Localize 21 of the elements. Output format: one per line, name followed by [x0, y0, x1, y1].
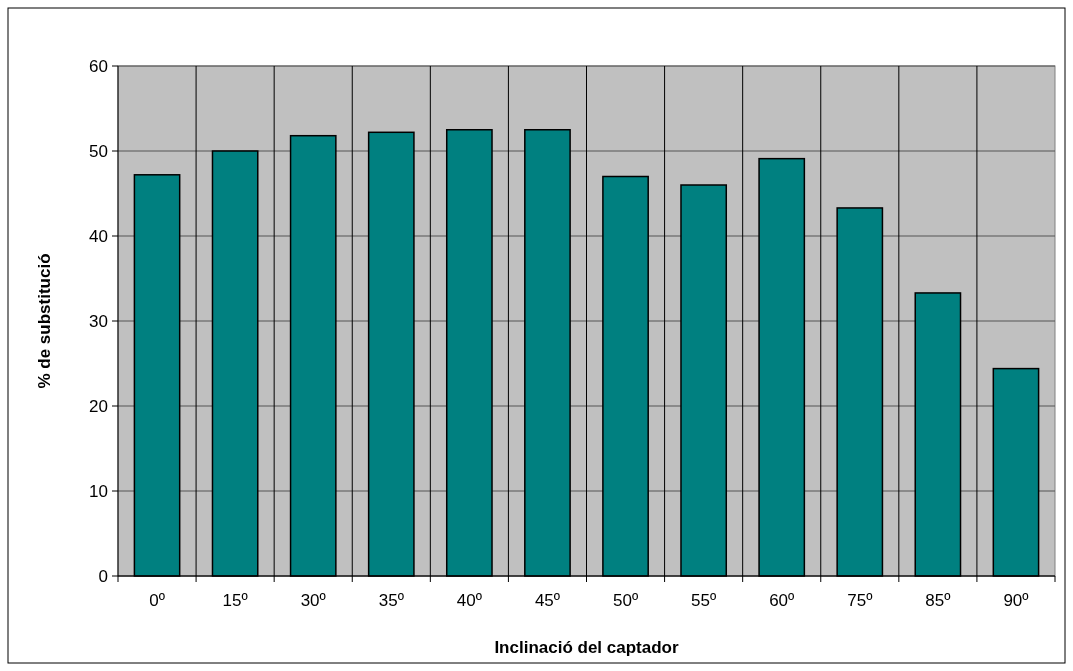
- y-tick-label: 30: [89, 311, 108, 331]
- x-tick-label: 0º: [149, 591, 165, 610]
- x-tick-label: 40º: [456, 591, 482, 610]
- x-tick-label: 30º: [300, 591, 326, 610]
- x-tick-label: 90º: [1003, 591, 1029, 610]
- x-tick-label: 60º: [769, 591, 795, 610]
- x-tick-label: 85º: [925, 591, 951, 610]
- y-tick-label: 60: [89, 56, 108, 76]
- x-tick-label: 45º: [534, 591, 561, 610]
- y-axis-title: % de substitució: [35, 253, 54, 389]
- y-tick-label: 10: [89, 481, 108, 501]
- x-tick-label: 15º: [222, 591, 248, 610]
- x-tick-label: 35º: [378, 591, 404, 610]
- y-tick-label: 20: [89, 396, 108, 416]
- x-axis-title: Inclinació del captador: [494, 638, 679, 657]
- x-tick-label: 50º: [612, 591, 639, 610]
- y-tick-label: 40: [89, 226, 108, 246]
- x-tick-label: 55º: [691, 591, 717, 610]
- y-tick-label: 0: [98, 566, 108, 586]
- y-tick-label: 50: [89, 141, 108, 161]
- x-tick-label: 75º: [847, 591, 873, 610]
